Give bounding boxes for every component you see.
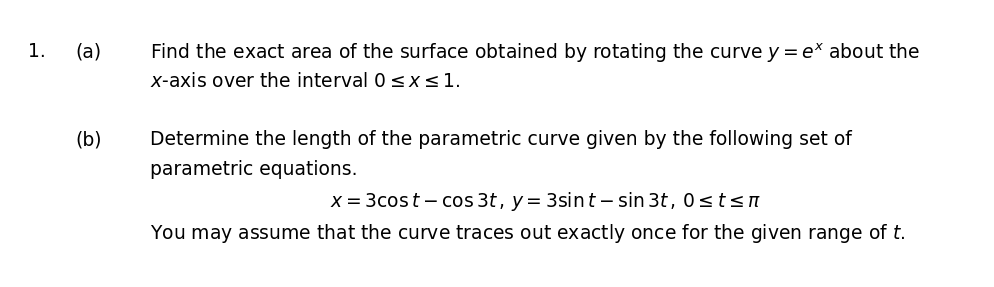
Text: $x = 3\cos t - \cos 3t\,,\, y = 3\sin t - \sin 3t\,,\, 0 \leq t \leq \pi$: $x = 3\cos t - \cos 3t\,,\, y = 3\sin t … (330, 190, 761, 213)
Text: (a): (a) (75, 42, 101, 61)
Text: You may assume that the curve traces out exactly once for the given range of $t$: You may assume that the curve traces out… (150, 222, 906, 245)
Text: Determine the length of the parametric curve given by the following set of: Determine the length of the parametric c… (150, 130, 852, 149)
Text: (b): (b) (75, 130, 101, 149)
Text: 1.: 1. (28, 42, 46, 61)
Text: $x$-axis over the interval $0 \leq x \leq 1$.: $x$-axis over the interval $0 \leq x \le… (150, 72, 460, 91)
Text: parametric equations.: parametric equations. (150, 160, 358, 179)
Text: Find the exact area of the surface obtained by rotating the curve $y = e^x$ abou: Find the exact area of the surface obtai… (150, 42, 920, 65)
